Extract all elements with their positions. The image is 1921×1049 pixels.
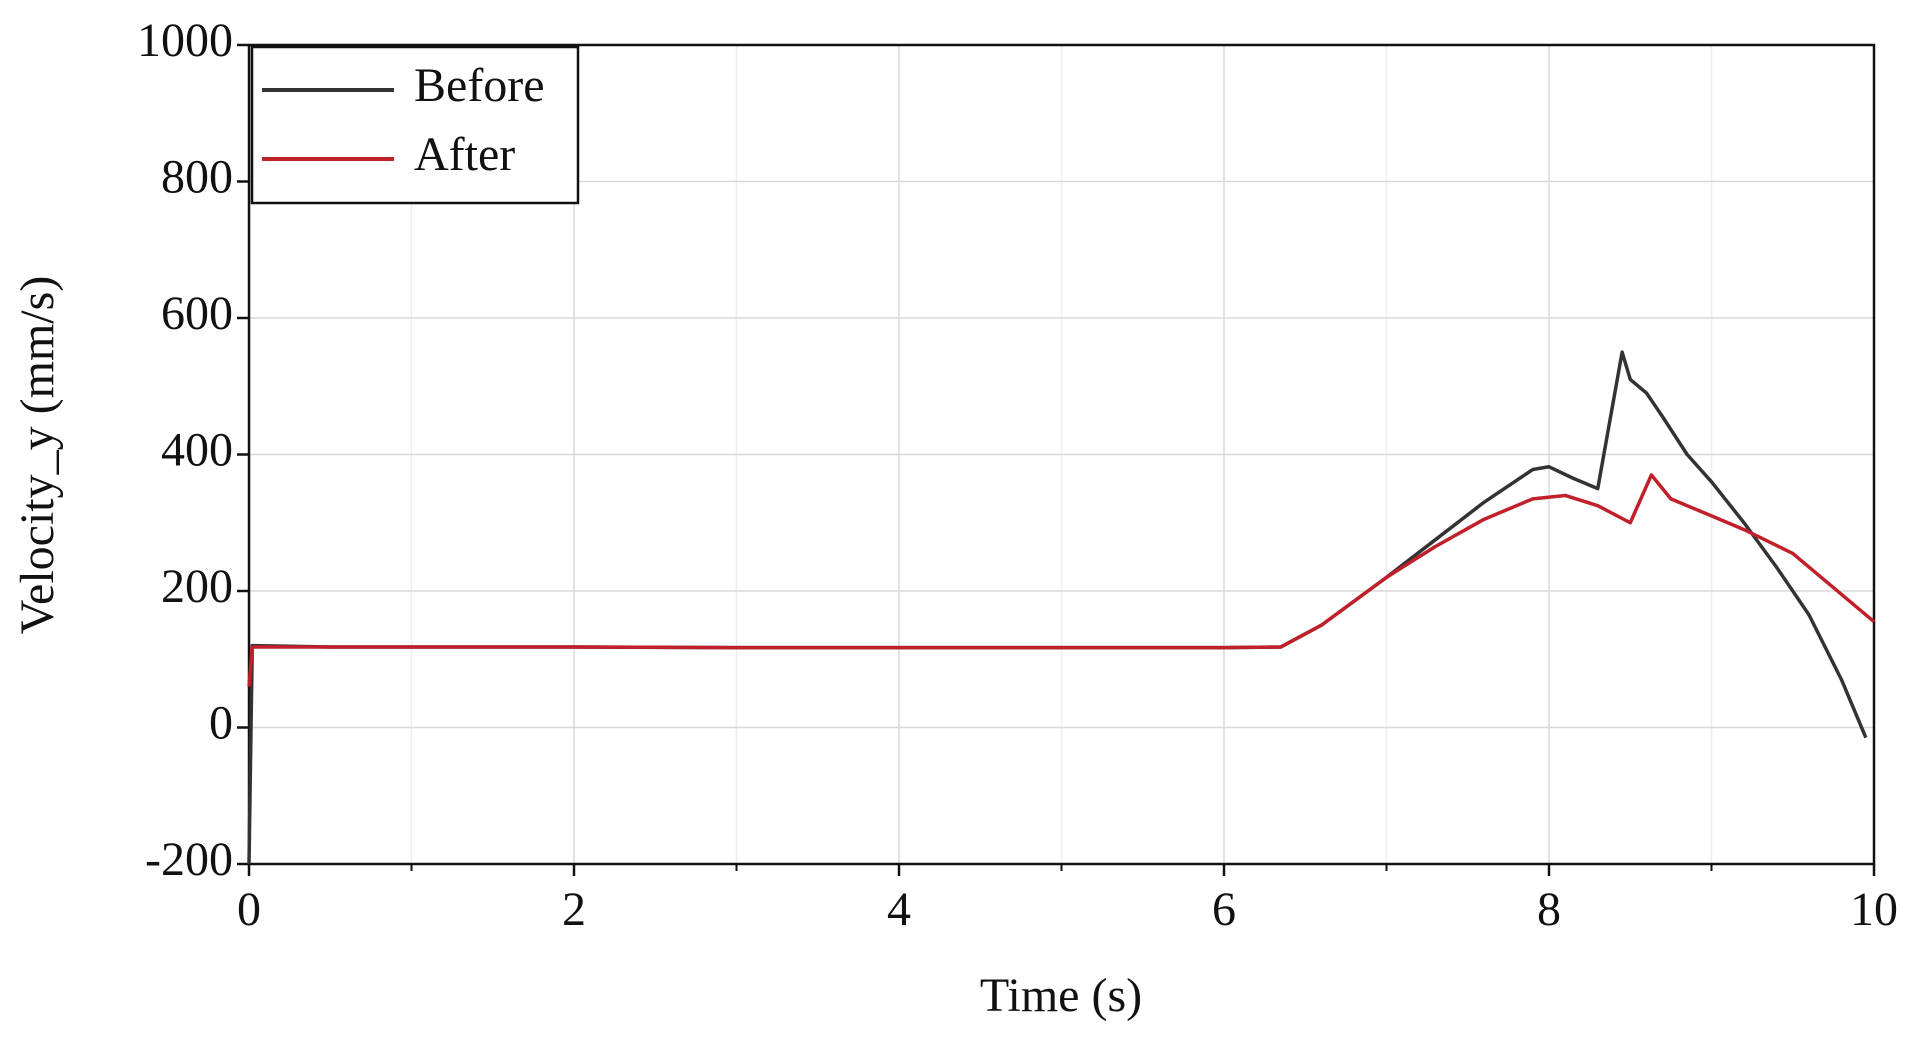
plot-frame (247, 43, 1876, 866)
y-tick-label: 800 (161, 151, 233, 204)
x-tick-label: 6 (1212, 883, 1236, 936)
x-tick-label: 8 (1537, 883, 1561, 936)
data-line (247, 473, 1876, 687)
legend-label: Before (414, 59, 545, 112)
x-tick-label: 2 (562, 883, 586, 936)
y-axis-label: Velocity_y (mm/s) (11, 276, 64, 635)
y-tick-label: 400 (161, 424, 233, 477)
data-line (247, 350, 1868, 865)
y-tick-label: 1000 (137, 14, 233, 67)
legend-box (250, 45, 580, 205)
y-tick-label: 200 (161, 560, 233, 613)
legend-label: After (414, 128, 515, 181)
y-tick-label: 600 (161, 287, 233, 340)
y-tick-label: -200 (145, 833, 233, 886)
x-tick-label: 10 (1850, 883, 1898, 936)
y-tick-label: 0 (209, 697, 233, 750)
x-tick-label: 0 (237, 883, 261, 936)
x-axis-label: Time (s) (980, 969, 1142, 1022)
x-tick-label: 4 (887, 883, 911, 936)
